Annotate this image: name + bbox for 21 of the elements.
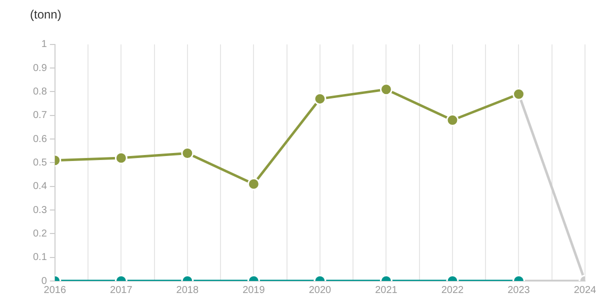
y-tick-label: 0.2 bbox=[32, 228, 48, 240]
x-tick-label: 2016 bbox=[44, 284, 66, 296]
x-tick-label: 2018 bbox=[176, 284, 199, 296]
y-axis-title: (tonn) bbox=[30, 8, 62, 22]
y-tick-label: 0.1 bbox=[32, 252, 48, 264]
x-tick-label: 2024 bbox=[574, 284, 597, 296]
y-tick-label: 0.3 bbox=[32, 204, 48, 216]
y-tick-label: 0.6 bbox=[32, 134, 48, 145]
x-tick-label: 2019 bbox=[242, 284, 266, 296]
y-tick-label: 1 bbox=[41, 39, 48, 50]
x-tick-label: 2017 bbox=[110, 284, 133, 296]
x-tick-label: 2023 bbox=[508, 284, 530, 296]
x-tick-label: 2021 bbox=[375, 284, 398, 296]
x-tick-label: 2020 bbox=[308, 284, 332, 296]
y-tick-label: 0 bbox=[41, 276, 48, 287]
y-tick-label: 0.5 bbox=[32, 157, 48, 168]
y-tick-label: 0.8 bbox=[32, 86, 48, 98]
y-tick-label: 0.9 bbox=[32, 62, 48, 74]
y-tick-label: 0.7 bbox=[32, 110, 48, 122]
y-tick-label: 0.4 bbox=[32, 181, 48, 192]
x-tick-label: 2022 bbox=[441, 284, 464, 296]
